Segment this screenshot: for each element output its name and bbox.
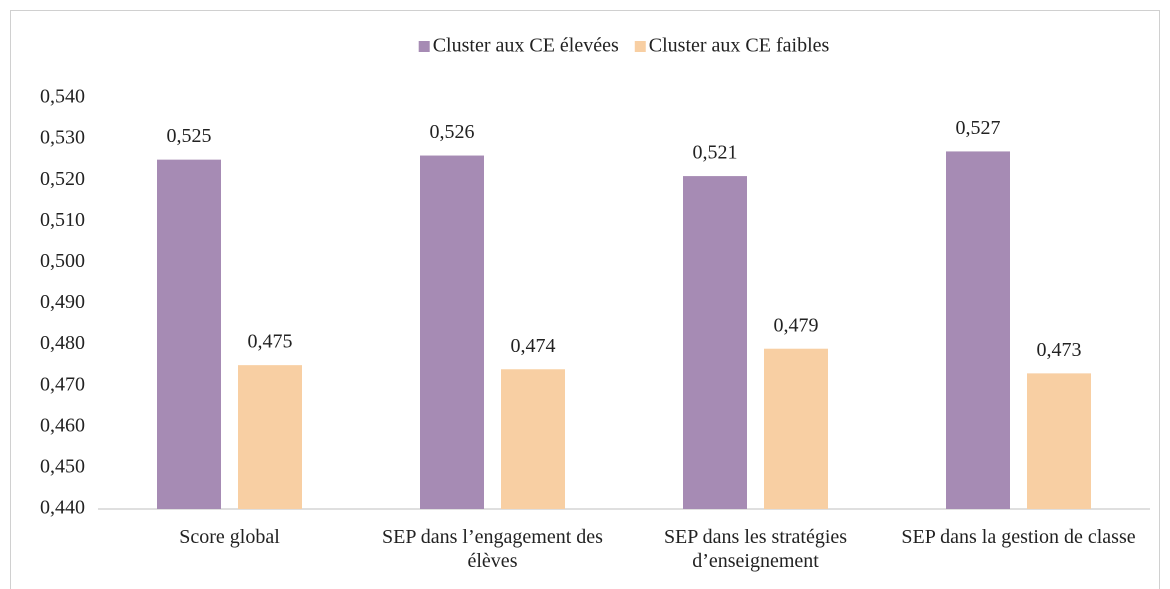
y-tick-label: 0,490 <box>40 291 85 313</box>
value-label: 0,475 <box>248 331 293 353</box>
legend-label: Cluster aux CE élevées <box>433 35 619 57</box>
x-tick-label: Score global <box>179 526 280 548</box>
bar <box>683 176 747 509</box>
value-label: 0,521 <box>693 142 738 164</box>
bar <box>238 365 302 509</box>
bar <box>764 348 828 509</box>
bar <box>157 159 221 509</box>
y-tick-label: 0,440 <box>40 497 85 519</box>
chart-frame <box>10 10 1160 589</box>
x-tick-label: SEP dans l’engagement des élèves <box>382 526 603 572</box>
y-tick-label: 0,470 <box>40 373 85 395</box>
value-label: 0,527 <box>956 117 1001 139</box>
x-tick-label: SEP dans la gestion de classe <box>901 526 1136 548</box>
value-label: 0,479 <box>774 314 819 336</box>
y-tick-label: 0,540 <box>40 86 85 108</box>
legend-swatch <box>634 41 646 52</box>
y-tick-label: 0,530 <box>40 127 85 149</box>
bar <box>501 369 565 509</box>
value-label: 0,474 <box>511 335 556 357</box>
bar <box>420 155 484 510</box>
legend-label: Cluster aux CE faibles <box>649 35 830 57</box>
value-label: 0,526 <box>430 121 475 143</box>
value-label: 0,525 <box>167 125 212 147</box>
y-tick-label: 0,500 <box>40 250 85 272</box>
y-tick-label: 0,450 <box>40 455 85 477</box>
x-tick-label: SEP dans les stratégies d’enseignement <box>663 526 848 572</box>
bar <box>1027 373 1091 509</box>
y-tick-label: 0,480 <box>40 332 85 354</box>
bar <box>946 151 1010 509</box>
y-tick-label: 0,520 <box>40 168 85 190</box>
y-tick-label: 0,510 <box>40 209 85 231</box>
y-tick-label: 0,460 <box>40 414 85 436</box>
value-label: 0,473 <box>1037 339 1082 361</box>
legend-swatch <box>418 41 430 52</box>
